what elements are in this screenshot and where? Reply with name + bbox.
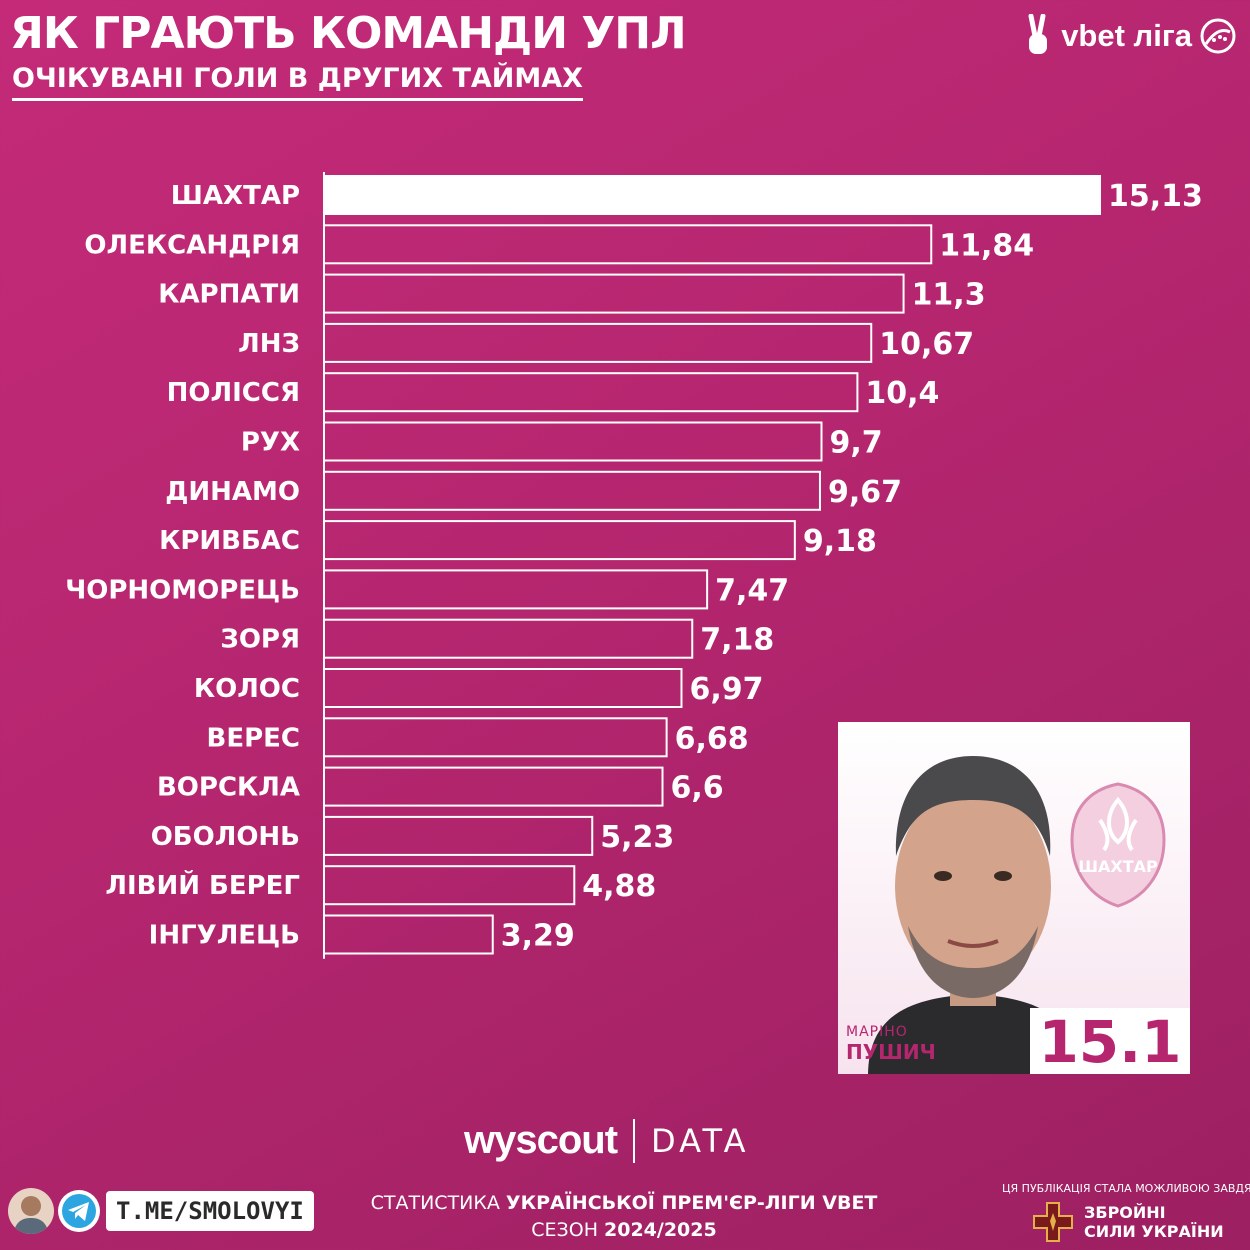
stats-credit: СТАТИСТИКА УКРАЇНСЬКОЇ ПРЕМ'ЄР-ЛІГИ VBET… xyxy=(344,1190,904,1244)
bar xyxy=(323,766,664,807)
zsu-logo: ЗБРОЙНІ СИЛИ УКРАЇНИ xyxy=(1032,1201,1246,1243)
coach-portrait xyxy=(868,756,1078,1074)
value-label: 9,67 xyxy=(828,475,902,510)
value-label: 6,68 xyxy=(675,721,749,756)
page-subtitle: ОЧІКУВАНІ ГОЛИ В ДРУГИХ ТАЙМАХ xyxy=(12,62,583,101)
sponsor-note: ЦЯ ПУБЛІКАЦІЯ СТАЛА МОЖЛИВОЮ ЗАВДЯКИ: xyxy=(1002,1182,1250,1195)
category-label: КАРПАТИ xyxy=(158,280,300,310)
bar xyxy=(323,717,668,758)
value-label: 7,47 xyxy=(715,573,789,608)
bar xyxy=(323,865,576,906)
category-label: ДИНАМО xyxy=(165,477,300,507)
coach-card: ШАХТАР МАРІНО ПУШИЧ 15.1 xyxy=(838,722,1190,1074)
value-label: 15,13 xyxy=(1108,179,1203,214)
bar xyxy=(323,421,823,462)
category-label: ОБОЛОНЬ xyxy=(151,822,300,852)
telegram-icon[interactable] xyxy=(56,1188,102,1234)
wyscout-brand: wyscout xyxy=(464,1118,618,1162)
category-label: КРИВБАС xyxy=(159,526,300,556)
season-line: СЕЗОН 2024/2025 xyxy=(344,1217,904,1244)
coach-last-name: ПУШИЧ xyxy=(846,1040,936,1064)
category-label: ПОЛІССЯ xyxy=(167,378,300,408)
value-label: 11,3 xyxy=(912,278,986,313)
bar xyxy=(323,224,933,265)
category-label: ЛІВИЙ БЕРЕГ xyxy=(105,869,300,901)
value-label: 4,88 xyxy=(582,869,656,904)
category-label: ЛНЗ xyxy=(238,329,300,359)
sponsor-block: ЦЯ ПУБЛІКАЦІЯ СТАЛА МОЖЛИВОЮ ЗАВДЯКИ: ЗБ… xyxy=(1002,1182,1250,1243)
category-label: ВЕРЕС xyxy=(207,723,300,753)
category-label: КОЛОС xyxy=(194,674,300,704)
value-label: 10,67 xyxy=(879,327,974,362)
coach-rating: 15.1 xyxy=(1030,1008,1190,1074)
ball-icon xyxy=(1200,18,1236,54)
stats-league: УКРАЇНСЬКОЇ ПРЕМ'ЄР-ЛІГИ VBET xyxy=(505,1192,878,1214)
value-label: 3,29 xyxy=(501,919,575,954)
value-label: 7,18 xyxy=(700,623,774,658)
season-prefix: СЕЗОН xyxy=(531,1219,605,1241)
bar-chart: ШАХТАР 15,13 ОЛЕКСАНДРІЯ 11,84 КАРПАТИ 11,3 ЛН… xyxy=(0,0,1250,980)
value-label: 5,23 xyxy=(600,820,674,855)
category-label: ВОРСКЛА xyxy=(157,773,300,803)
stats-prefix: СТАТИСТИКА xyxy=(370,1192,506,1214)
vbet-liga-logo: vbet ліга xyxy=(1023,14,1236,58)
author-avatar xyxy=(8,1188,54,1234)
value-label: 6,6 xyxy=(671,771,724,806)
bar xyxy=(323,569,709,610)
page-title: ЯК ГРАЮТЬ КОМАНДИ УПЛ xyxy=(10,8,687,59)
zsu-line-2: СИЛИ УКРАЇНИ xyxy=(1084,1222,1224,1241)
bar xyxy=(323,668,683,708)
category-label: ОЛЕКСАНДРІЯ xyxy=(84,230,300,260)
category-label: ШАХТАР xyxy=(171,181,300,211)
logo-text: vbet ліга xyxy=(1061,18,1192,53)
category-label: ІНГУЛЕЦЬ xyxy=(149,921,300,951)
bar xyxy=(323,815,594,856)
category-label: РУХ xyxy=(241,428,300,458)
armed-forces-cross-icon xyxy=(1033,1202,1073,1242)
bar xyxy=(323,372,859,413)
shakhtar-crest-icon: ШАХТАР xyxy=(1070,782,1166,908)
bar xyxy=(323,618,694,659)
crest-text: ШАХТАР xyxy=(1078,857,1158,876)
coach-first-name: МАРІНО xyxy=(846,1024,908,1040)
season-value: 2024/2025 xyxy=(604,1219,717,1241)
category-label: ЗОРЯ xyxy=(220,625,300,655)
value-label: 9,18 xyxy=(803,524,877,559)
wyscout-data-label: DATA xyxy=(651,1121,750,1160)
telegram-link[interactable]: T.ME/SMOLOVYI xyxy=(106,1191,314,1231)
stats-line: СТАТИСТИКА УКРАЇНСЬКОЇ ПРЕМ'ЄР-ЛІГИ VBET xyxy=(344,1190,904,1217)
logo-divider xyxy=(633,1118,636,1163)
category-label: ЧОРНОМОРЕЦЬ xyxy=(65,575,300,605)
telegram-block: T.ME/SMOLOVYI xyxy=(8,1188,314,1234)
victory-hand-icon xyxy=(1028,14,1048,54)
bar xyxy=(323,470,821,511)
bar xyxy=(323,914,494,955)
bar xyxy=(323,322,873,363)
zsu-line-1: ЗБРОЙНІ xyxy=(1084,1203,1166,1222)
bar xyxy=(323,175,1101,215)
bar xyxy=(323,273,905,314)
value-label: 10,4 xyxy=(865,376,939,411)
value-label: 9,7 xyxy=(830,426,883,461)
bar xyxy=(323,520,796,561)
value-label: 11,84 xyxy=(939,228,1034,263)
value-label: 6,97 xyxy=(689,672,763,707)
wyscout-logo: wyscout DATA xyxy=(464,1118,749,1163)
